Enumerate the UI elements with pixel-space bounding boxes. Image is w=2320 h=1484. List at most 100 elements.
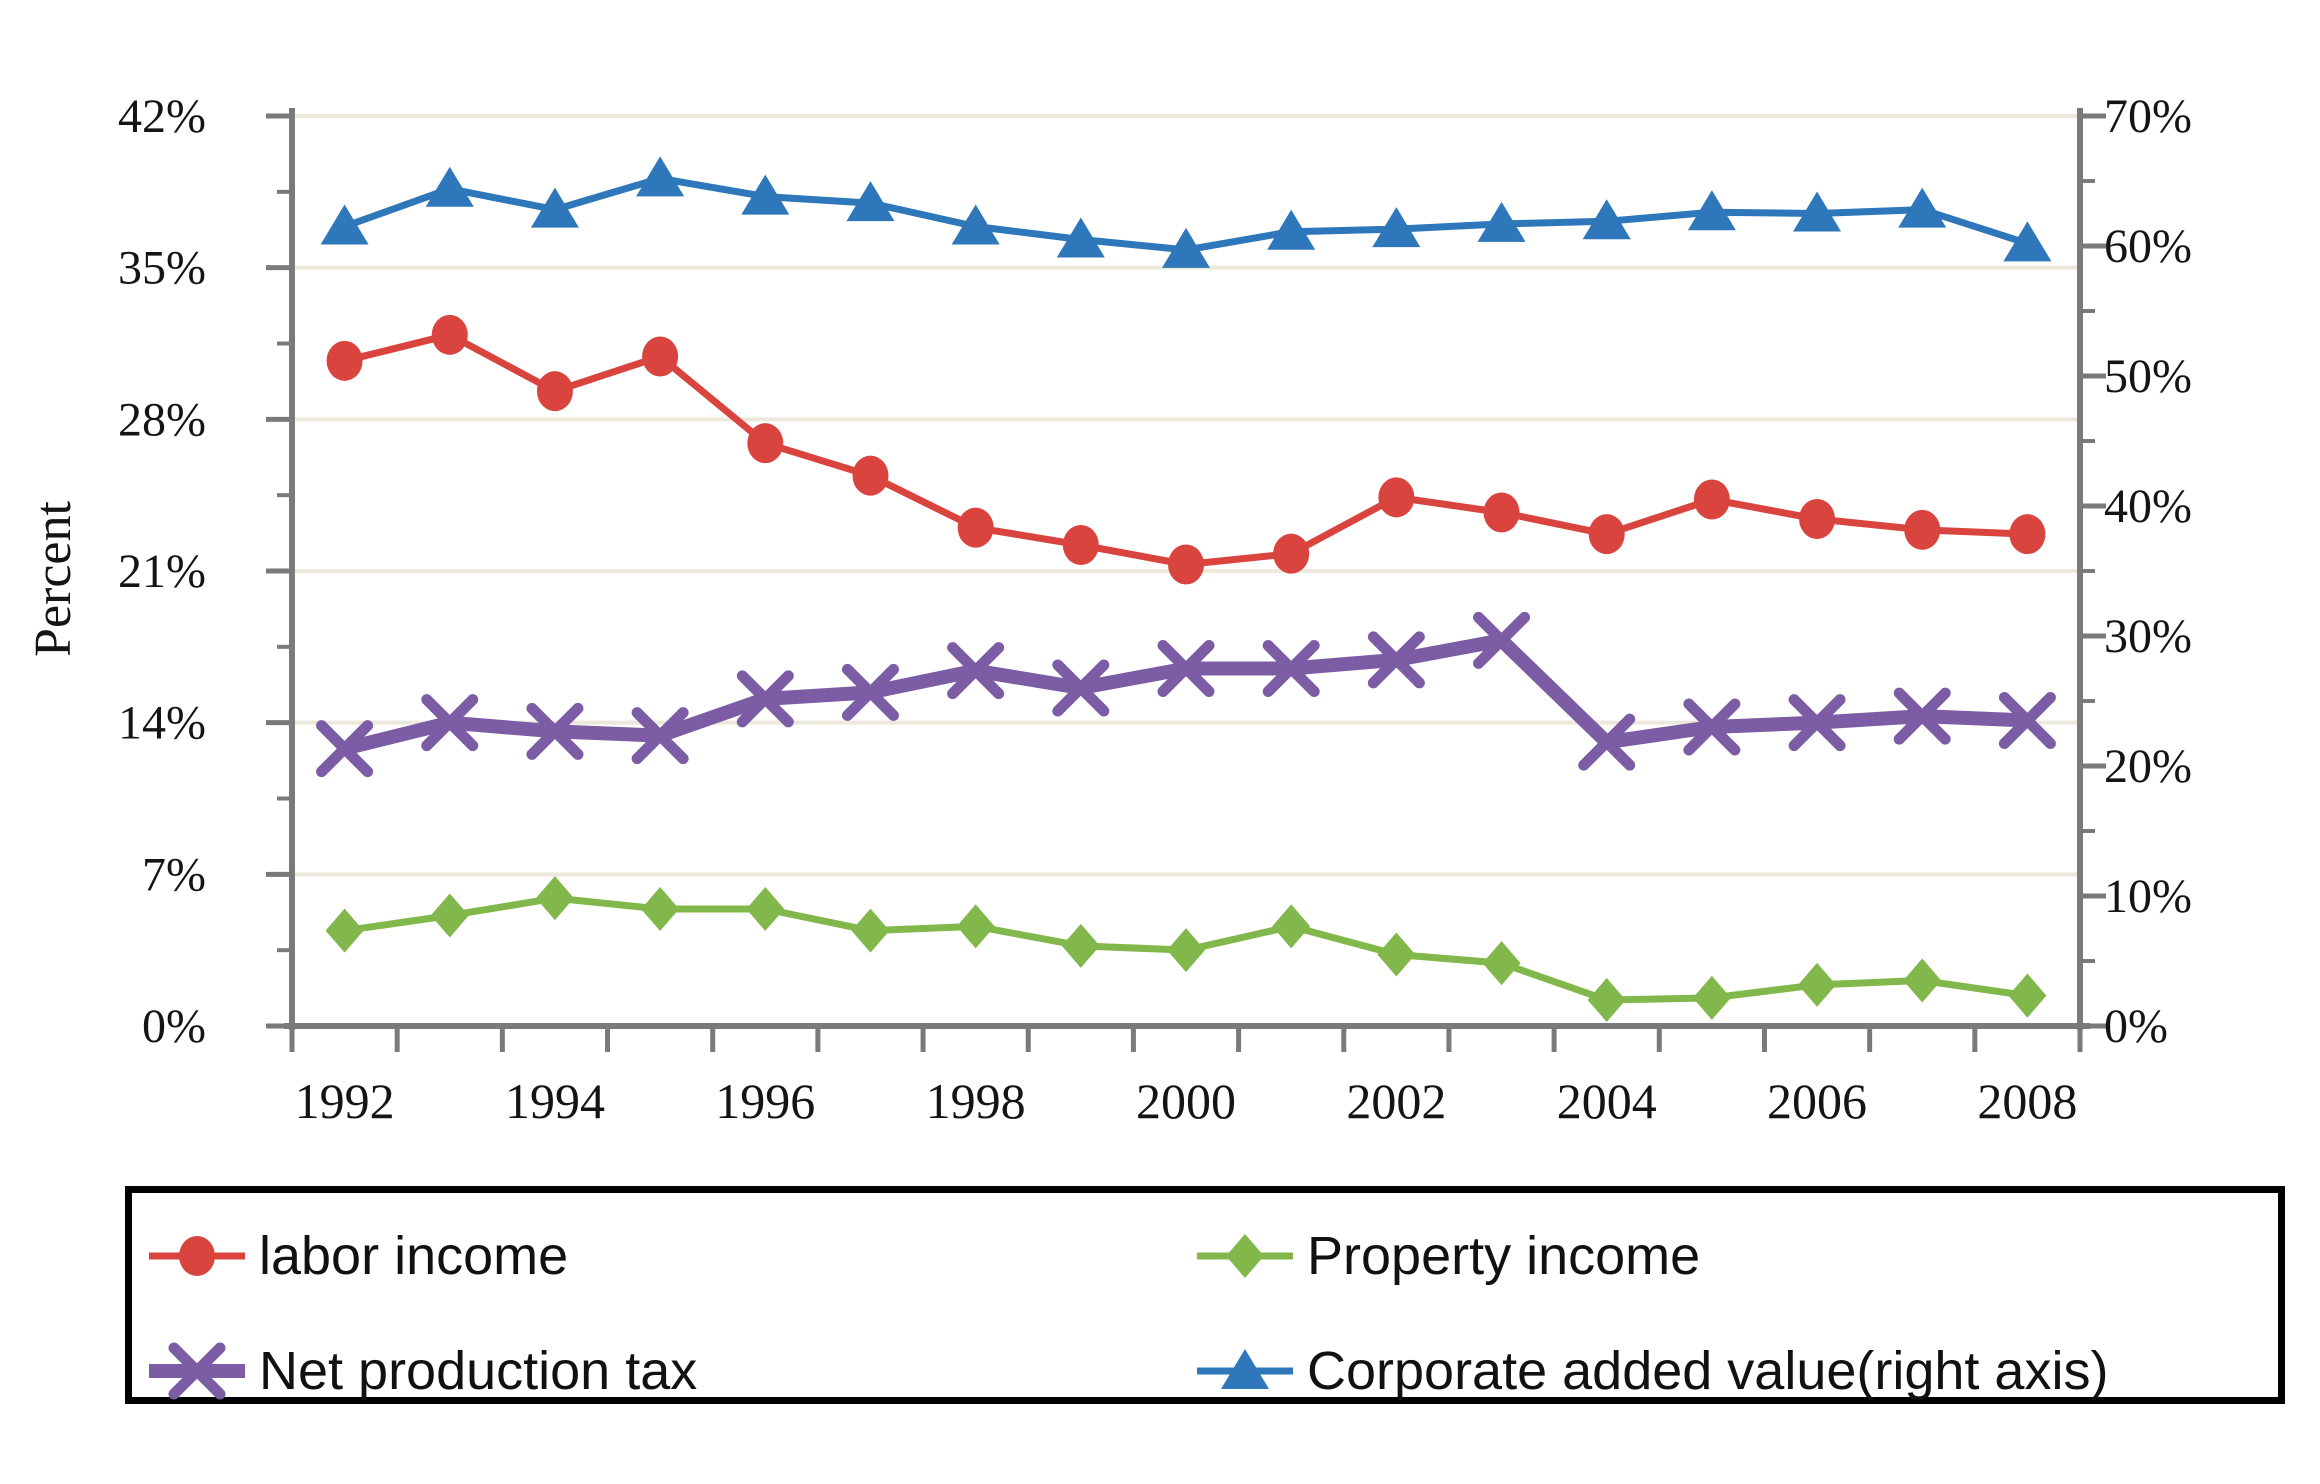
data-point-marker — [430, 893, 469, 938]
data-point-marker — [1473, 611, 1531, 669]
data-point-marker — [852, 455, 889, 496]
x-axis-tick-label: 2002 — [1346, 1073, 1446, 1129]
series-line-net-production-tax — [337, 633, 2035, 756]
right-axis-tick-label: 20% — [2104, 740, 2192, 793]
x-axis-tick-label: 2006 — [1767, 1073, 1867, 1129]
data-point-marker — [642, 336, 679, 377]
legend-item-net-production-tax: Net production tax — [147, 1336, 697, 1406]
data-point-marker — [1267, 209, 1316, 250]
data-point-marker — [957, 507, 994, 548]
data-point-marker — [1162, 227, 1210, 268]
data-point-marker — [1687, 190, 1736, 231]
legend-label: Corporate added value(right axis) — [1307, 1341, 2109, 1401]
data-point-marker — [1683, 698, 1741, 756]
data-point-marker — [1588, 514, 1625, 555]
series-corporate-added-value-right-axis — [320, 156, 2052, 268]
chart-legend: labor income Property income Net productio… — [125, 1186, 2285, 1404]
legend-label: Net production tax — [259, 1341, 698, 1401]
data-point-marker — [1167, 928, 1205, 973]
data-point-marker — [1367, 631, 1425, 689]
data-point-marker — [736, 670, 794, 728]
triangle-marker-icon — [1197, 1349, 1293, 1389]
data-point-marker — [1378, 477, 1415, 518]
data-point-marker — [951, 204, 1000, 245]
data-point-marker — [1483, 492, 1520, 533]
right-axis-tick-label: 70% — [2104, 90, 2192, 143]
left-axis-tick-label: 42% — [118, 90, 206, 143]
data-point-marker — [1372, 207, 1421, 248]
data-point-marker — [2003, 221, 2052, 262]
legend-label: Property income — [1307, 1226, 1701, 1286]
legend-label: labor income — [259, 1226, 569, 1286]
series-property-income — [325, 876, 2047, 1022]
data-point-marker — [320, 204, 369, 245]
data-point-marker — [1262, 640, 1320, 697]
data-point-marker — [1793, 191, 1842, 232]
data-point-marker — [1903, 958, 1942, 1003]
data-point-marker — [1582, 199, 1631, 240]
data-point-marker — [741, 174, 790, 215]
x-axis-tick-label: 1992 — [295, 1073, 395, 1129]
x-axis-tick-label: 1994 — [505, 1073, 605, 1129]
x-axis-tick-label: 1998 — [926, 1073, 1026, 1129]
data-point-marker — [1693, 479, 1730, 520]
data-point-marker — [316, 720, 374, 778]
data-point-marker — [1056, 217, 1105, 258]
data-point-marker — [536, 371, 573, 412]
right-axis-tick-label: 50% — [2104, 350, 2192, 403]
data-point-marker — [1904, 509, 1941, 550]
data-point-marker — [425, 166, 474, 207]
x-marker-icon — [149, 1342, 245, 1400]
data-point-marker — [1272, 904, 1311, 949]
data-point-marker — [1893, 687, 1951, 745]
data-point-marker — [851, 908, 890, 953]
data-point-marker — [1226, 1234, 1264, 1278]
data-point-marker — [1157, 640, 1215, 697]
data-point-marker — [526, 702, 584, 760]
left-axis-tick-label: 28% — [118, 393, 206, 446]
data-point-marker — [747, 423, 784, 464]
data-point-marker — [326, 340, 363, 381]
left-axis-tick-label: 21% — [118, 545, 206, 598]
data-point-marker — [1692, 975, 1731, 1020]
data-point-marker — [1799, 499, 1836, 539]
data-point-marker — [1788, 694, 1846, 752]
legend-item-property-income: Property income — [1195, 1221, 1700, 1291]
left-axis-title: Percent — [25, 500, 82, 656]
data-point-marker — [1221, 1349, 1269, 1389]
data-point-marker — [846, 181, 895, 222]
data-point-marker — [1052, 659, 1110, 717]
right-axis-tick-label: 40% — [2104, 480, 2192, 533]
data-point-marker — [421, 694, 479, 752]
data-point-marker — [641, 887, 680, 931]
data-point-marker — [631, 707, 689, 765]
data-point-marker — [746, 887, 785, 931]
data-point-marker — [947, 642, 1005, 700]
data-point-marker — [168, 1342, 226, 1400]
x-axis-tick-label: 2004 — [1557, 1073, 1657, 1129]
right-axis-tick-label: 0% — [2104, 1000, 2168, 1053]
data-point-marker — [1898, 187, 1947, 228]
left-axis-tick-label: 7% — [142, 848, 206, 901]
data-point-marker — [1578, 713, 1636, 771]
data-point-marker — [2008, 973, 2047, 1018]
data-point-marker — [1061, 923, 1100, 968]
data-point-marker — [1798, 962, 1837, 1007]
data-point-marker — [1062, 525, 1099, 565]
left-axis-tick-label: 35% — [118, 242, 206, 295]
data-point-marker — [1587, 978, 1626, 1022]
x-axis-tick-label: 2008 — [1977, 1073, 2077, 1129]
circle-marker-icon — [149, 1236, 245, 1276]
data-point-marker — [325, 908, 364, 953]
data-point-marker — [1482, 941, 1521, 986]
data-point-marker — [636, 156, 685, 197]
right-axis-tick-label: 60% — [2104, 220, 2192, 273]
data-point-marker — [1377, 932, 1416, 977]
data-point-marker — [1168, 544, 1204, 585]
right-axis-tick-label: 30% — [2104, 610, 2192, 663]
x-axis-tick-label: 1996 — [715, 1073, 815, 1129]
data-point-marker — [1273, 533, 1310, 574]
data-point-marker — [535, 876, 574, 921]
